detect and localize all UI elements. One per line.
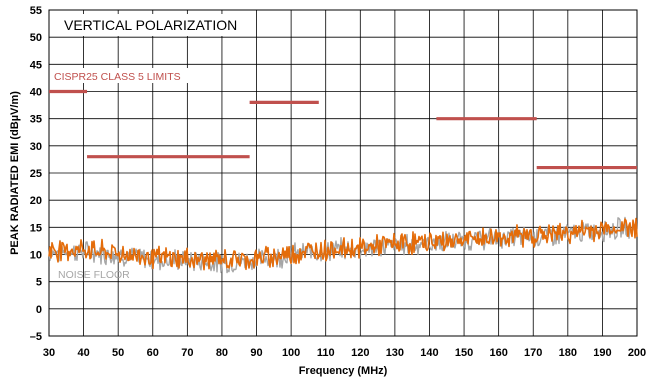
limit-label-bg	[51, 68, 201, 83]
y-tick-label: 5	[36, 277, 42, 289]
y-tick-label: 30	[30, 141, 42, 153]
y-tick-label: 10	[30, 250, 42, 262]
x-tick-label: 50	[112, 347, 124, 359]
x-tick-label: 110	[317, 347, 335, 359]
y-tick-label: 35	[30, 114, 42, 126]
grid	[48, 9, 638, 337]
y-tick-label: 40	[30, 87, 42, 99]
y-tick-label: 45	[30, 59, 42, 71]
x-tick-label: 150	[455, 347, 473, 359]
title-box-bg	[56, 14, 246, 36]
y-tick-label: –5	[30, 331, 42, 343]
x-tick-label: 30	[43, 347, 55, 359]
x-tick-label: 140	[420, 347, 438, 359]
x-tick-label: 40	[77, 347, 89, 359]
y-tick-labels: –5 0 5 10 15 20 25 30 35 40 45 50 55	[30, 5, 42, 343]
y-tick-label: 55	[30, 5, 42, 17]
x-tick-label: 90	[250, 347, 262, 359]
x-tick-label: 120	[351, 347, 369, 359]
y-tick-label: 20	[30, 195, 42, 207]
x-tick-label: 60	[147, 347, 159, 359]
limit-label: CISPR25 CLASS 5 LIMITS	[54, 71, 181, 83]
chart-title: VERTICAL POLARIZATION	[64, 17, 237, 33]
series-line	[48, 217, 638, 271]
x-tick-label: 200	[628, 347, 646, 359]
noise-floor-label: NOISE FLOOR	[58, 269, 130, 281]
x-tick-label: 80	[216, 347, 228, 359]
limit-lines	[49, 89, 637, 170]
x-tick-labels: 30 40 50 60 70 80 90 100 110 120 130 140 150 160 170 18…	[43, 347, 646, 359]
x-tick-label: 100	[282, 347, 300, 359]
y-tick-label: 15	[30, 222, 42, 234]
x-tick-label: 170	[524, 347, 542, 359]
series-layer	[48, 216, 638, 274]
y-tick-label: 25	[30, 168, 42, 180]
x-tick-label: 70	[181, 347, 193, 359]
x-tick-label: 190	[593, 347, 611, 359]
x-tick-label: 160	[489, 347, 507, 359]
y-axis-title: PEAK RADIATED EMI (dBµV/m)	[9, 91, 21, 255]
x-tick-label: 130	[386, 347, 404, 359]
x-axis-title: Frequency (MHz)	[299, 365, 388, 377]
y-tick-label: 50	[30, 32, 42, 44]
x-tick-label: 180	[559, 347, 577, 359]
y-tick-label: 0	[36, 304, 42, 316]
